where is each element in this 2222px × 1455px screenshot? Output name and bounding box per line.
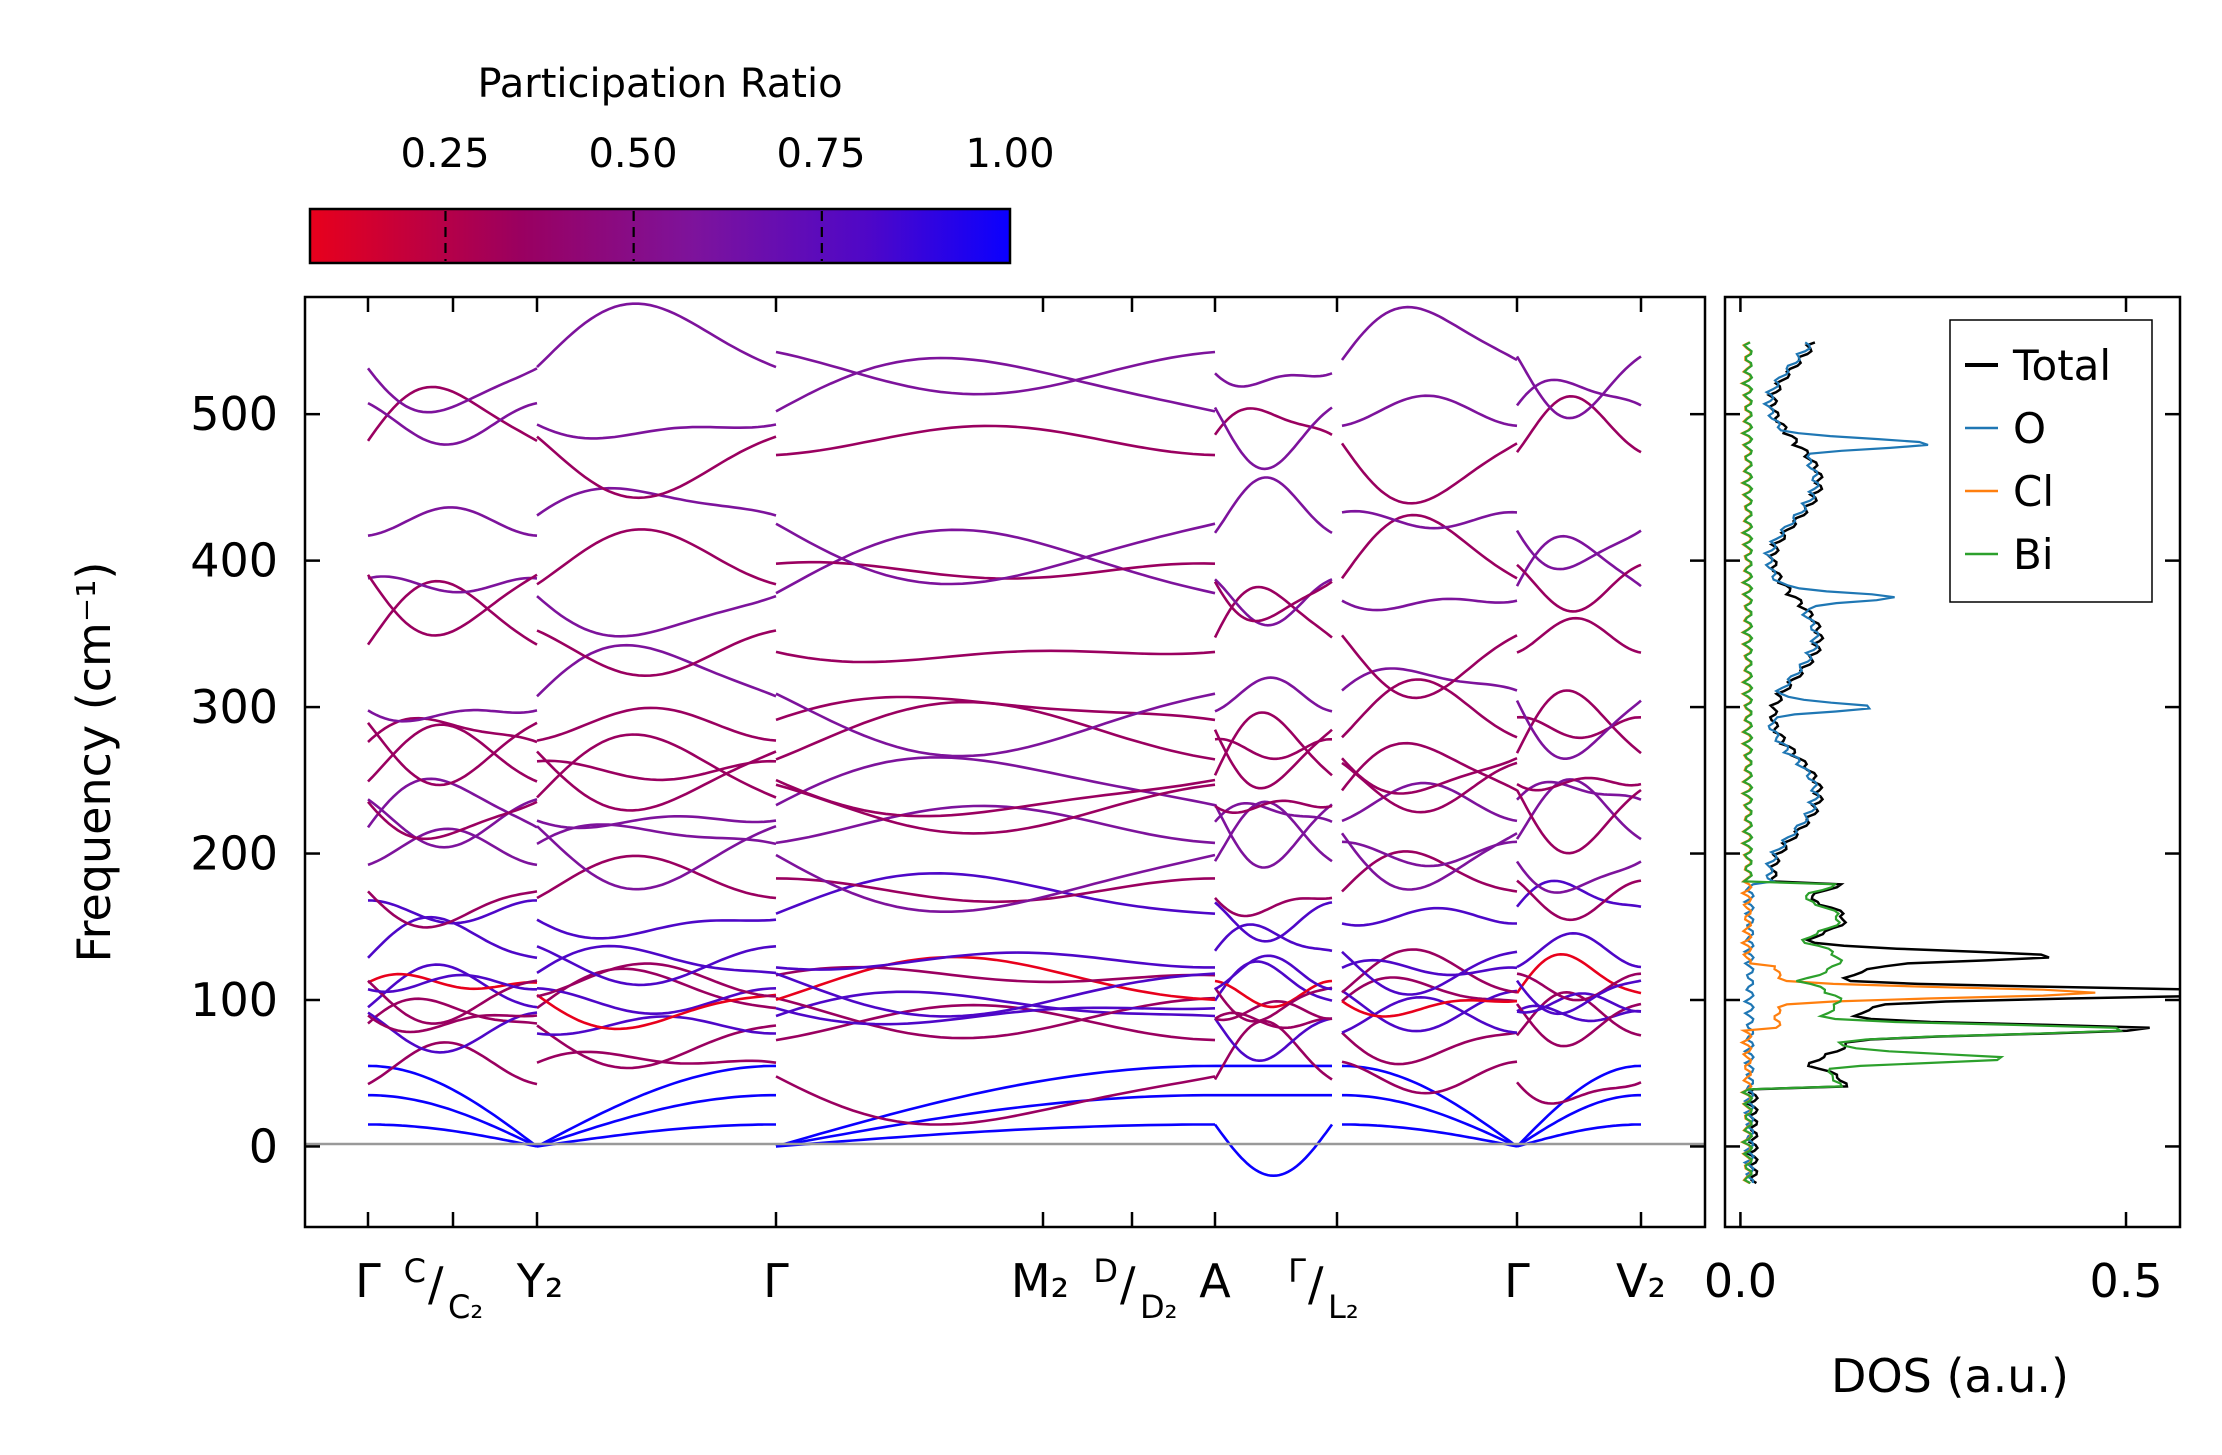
x-tick-label: A bbox=[1199, 1254, 1231, 1308]
phonon-band bbox=[367, 356, 1642, 471]
y-axis-title: Frequency (cm⁻¹) bbox=[67, 562, 121, 963]
phonon-band bbox=[367, 1064, 1642, 1148]
phonon-band bbox=[367, 944, 1642, 1018]
band-y-ticks: 0 100 200 300 400 500 bbox=[190, 387, 1705, 1173]
dos-x-ticks: 0.0 0.5 bbox=[1704, 297, 2163, 1308]
dos-x-tick-label: 0.0 bbox=[1704, 1254, 1777, 1308]
colorbar-gradient bbox=[308, 207, 1012, 265]
y-tick-label: 200 bbox=[190, 827, 278, 881]
band-axes-frame bbox=[303, 295, 1707, 1229]
phonon-band bbox=[367, 689, 1642, 812]
legend-label-cl: Cl bbox=[2013, 467, 2054, 516]
phonon-band bbox=[367, 756, 1642, 869]
dos-x-axis-title: DOS (a.u.) bbox=[1831, 1349, 2069, 1403]
phonon-band bbox=[367, 711, 1642, 818]
x-tick-label-top: D bbox=[1093, 1252, 1118, 1290]
colorbar-tick-label: 0.75 bbox=[776, 131, 865, 177]
x-tick-label-fraction: D / D₂ bbox=[1093, 1252, 1177, 1326]
x-tick-label-bottom: L₂ bbox=[1328, 1288, 1359, 1326]
colorbar-title: Participation Ratio bbox=[477, 61, 842, 107]
colorbar-ticks bbox=[444, 211, 823, 261]
phonon-band bbox=[367, 915, 1642, 996]
dos-curve-bi bbox=[1740, 341, 2124, 1185]
y-tick-label: 0 bbox=[249, 1119, 278, 1173]
x-tick-label: Γ bbox=[763, 1254, 789, 1308]
x-tick-label: Y₂ bbox=[516, 1254, 564, 1308]
phonon-bands bbox=[366, 297, 1642, 1227]
phonon-band bbox=[367, 990, 1642, 1063]
x-tick-label: Γ bbox=[1504, 1254, 1530, 1308]
y-tick-label: 400 bbox=[190, 534, 278, 588]
colorbar: Participation Ratio 0.25 0.50 0.75 1.00 bbox=[308, 61, 1055, 265]
x-tick-label-slash: / bbox=[1308, 1257, 1324, 1311]
x-tick-label-bottom: D₂ bbox=[1140, 1288, 1177, 1326]
y-tick-label: 100 bbox=[190, 973, 278, 1027]
dos-x-tick-label: 0.5 bbox=[2089, 1254, 2162, 1308]
legend-label-bi: Bi bbox=[2013, 530, 2053, 579]
x-tick-label: M₂ bbox=[1011, 1254, 1069, 1308]
band-x-ticks: Γ C / C₂ Y₂ Γ M₂ D / D₂ A Γ / L₂ Γ V₂ bbox=[355, 297, 1666, 1326]
phonon-band bbox=[367, 871, 1642, 943]
x-tick-label-slash: / bbox=[1120, 1257, 1136, 1311]
dos-curves bbox=[1739, 341, 2180, 1185]
phonon-band bbox=[367, 967, 1642, 1048]
x-tick-label: V₂ bbox=[1616, 1254, 1666, 1308]
x-tick-label-fraction: C / C₂ bbox=[404, 1252, 484, 1326]
phonon-band bbox=[367, 952, 1642, 1031]
x-tick-label-slash: / bbox=[428, 1257, 444, 1311]
dos-legend: Total O Cl Bi bbox=[1949, 319, 2153, 603]
phonon-band bbox=[367, 850, 1642, 929]
phonon-band bbox=[367, 643, 1642, 760]
phonon-band bbox=[367, 800, 1642, 913]
phonon-band bbox=[366, 513, 1642, 637]
phonon-band bbox=[366, 385, 1642, 505]
dos-y-ticks bbox=[1725, 412, 2180, 1148]
phonon-band bbox=[366, 579, 1642, 700]
x-tick-label: Γ bbox=[355, 1254, 381, 1308]
x-tick-label-top: Γ bbox=[1288, 1252, 1306, 1290]
colorbar-tick-labels: 0.25 0.50 0.75 1.00 bbox=[400, 131, 1054, 177]
x-tick-label-fraction: Γ / L₂ bbox=[1288, 1252, 1358, 1326]
phonon-band bbox=[367, 948, 1642, 1025]
y-tick-label: 300 bbox=[190, 680, 278, 734]
phonon-band bbox=[366, 678, 1642, 790]
legend-label-total: Total bbox=[2012, 341, 2111, 390]
phonon-band bbox=[367, 733, 1642, 855]
phonon-band bbox=[368, 1123, 1641, 1178]
phonon-band bbox=[367, 960, 1642, 1033]
y-tick-label: 500 bbox=[190, 387, 278, 441]
dos-panel: 0.0 0.5 DOS (a.u.) Total O Cl Bi bbox=[1704, 295, 2182, 1403]
x-tick-label-bottom: C₂ bbox=[448, 1288, 483, 1326]
x-tick-label-top: C bbox=[404, 1252, 426, 1290]
phonon-band bbox=[367, 1019, 1642, 1126]
dos-curve-o bbox=[1742, 341, 1929, 1184]
colorbar-tick-label: 0.25 bbox=[400, 131, 489, 177]
colorbar-tick-label: 0.50 bbox=[588, 131, 677, 177]
colorbar-tick-label: 1.00 bbox=[965, 131, 1054, 177]
dos-axes-frame bbox=[1723, 295, 2182, 1229]
legend-label-o: O bbox=[2013, 404, 2046, 453]
phonon-band bbox=[367, 528, 1642, 638]
phonon-band bbox=[368, 1093, 1641, 1148]
phonon-band bbox=[366, 302, 1642, 420]
phonon-band bbox=[367, 990, 1642, 1070]
